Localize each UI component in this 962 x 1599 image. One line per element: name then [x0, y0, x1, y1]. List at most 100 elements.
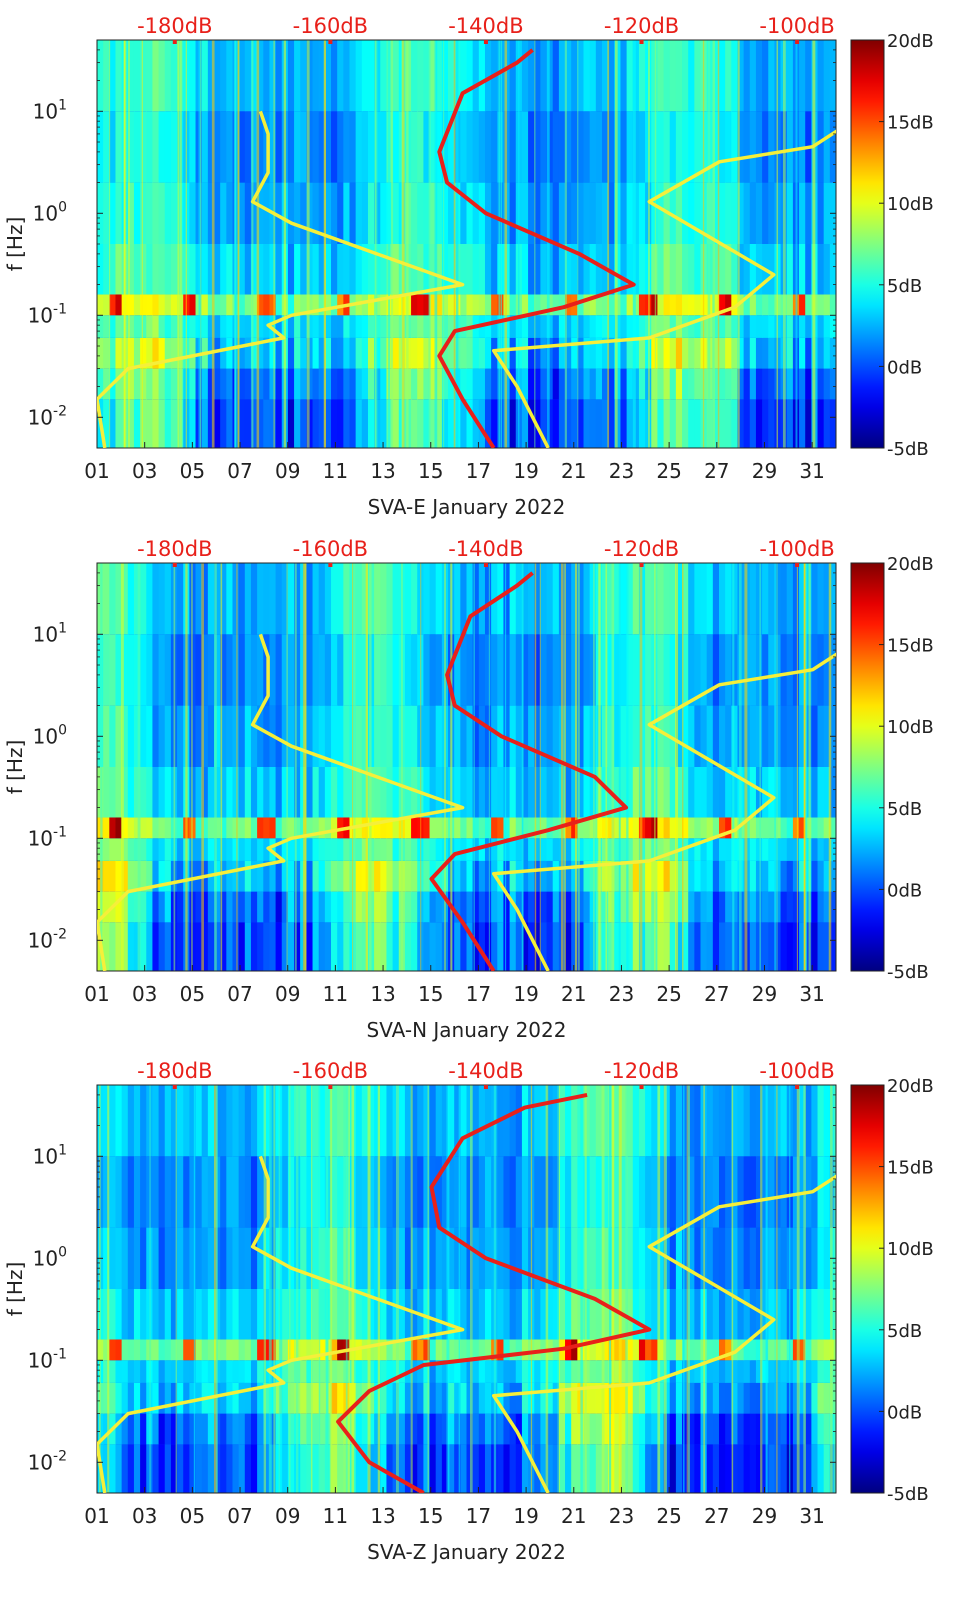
heatmap-cell — [294, 315, 301, 338]
heatmap-cell — [608, 634, 615, 706]
heatmap-cell — [423, 294, 431, 316]
heatmap-cell — [312, 563, 320, 635]
heatmap-cell — [324, 563, 332, 635]
heatmap-cell — [244, 1382, 252, 1414]
heatmap-cell — [300, 1156, 307, 1228]
heatmap-cell — [318, 1289, 326, 1340]
heatmap-cell — [608, 1156, 615, 1228]
heatmap-cell — [404, 767, 412, 818]
heatmap-cell — [244, 1413, 252, 1445]
heatmap-cell — [423, 399, 431, 448]
heatmap-cell — [638, 368, 646, 400]
heatmap-cell — [361, 294, 369, 316]
heatmap-cell — [521, 563, 529, 635]
heatmap-cell — [632, 1289, 640, 1340]
heatmap-cell — [189, 1289, 197, 1340]
heatmap-cell — [651, 368, 659, 400]
heatmap-cell — [688, 294, 695, 316]
heatmap-cell — [620, 399, 628, 448]
heatmap-cell — [133, 1289, 141, 1340]
heatmap-streak — [521, 563, 524, 971]
heatmap-cell — [103, 1339, 110, 1361]
heatmap-cell — [115, 1360, 123, 1383]
heatmap-streak — [402, 40, 405, 448]
heatmap-cell — [503, 1444, 511, 1493]
heatmap-cell — [638, 294, 646, 316]
heatmap-cell — [417, 1382, 424, 1414]
heatmap-cell — [565, 1085, 572, 1157]
heatmap-cell — [441, 399, 449, 448]
heatmap-cell — [257, 315, 264, 338]
heatmap-cell — [805, 315, 812, 338]
heatmap-cell — [509, 1156, 517, 1228]
heatmap-cell — [774, 891, 782, 923]
heatmap-cell — [423, 838, 431, 861]
heatmap-cell — [534, 891, 541, 923]
heatmap-cell — [755, 563, 763, 635]
heatmap-cell — [749, 1156, 757, 1228]
heatmap-cell — [583, 922, 591, 971]
heatmap-cell — [435, 922, 443, 971]
heatmap-cell — [583, 315, 591, 338]
heatmap-cell — [546, 767, 554, 818]
colorbar-tick-label: 0dB — [887, 1402, 922, 1423]
heatmap-cell — [201, 1156, 209, 1228]
heatmap-cell — [300, 182, 307, 244]
heatmap-cell — [466, 399, 474, 448]
heatmap-cell — [571, 838, 578, 861]
heatmap-cell — [663, 40, 671, 112]
heatmap-cell — [657, 922, 665, 971]
heatmap-cell — [749, 399, 757, 448]
heatmap-cell — [565, 399, 572, 448]
heatmap-cell — [731, 1413, 739, 1445]
heatmap-cell — [324, 244, 332, 295]
heatmap-cell — [250, 634, 258, 706]
heatmap-cell — [294, 817, 301, 839]
heatmap-cell — [275, 182, 283, 244]
heatmap-cell — [417, 182, 424, 244]
heatmap-cell — [657, 563, 665, 635]
heatmap-cell — [275, 705, 283, 767]
x-tick-label: 05 — [180, 982, 205, 1006]
heatmap-cell — [140, 817, 147, 839]
heatmap-streak — [601, 1085, 605, 1493]
heatmap-cell — [632, 1339, 640, 1361]
heatmap-cell — [546, 40, 554, 112]
heatmap-cell — [755, 337, 763, 369]
heatmap-cell — [269, 860, 277, 892]
x-tick-label: 25 — [656, 982, 681, 1006]
heatmap-cell — [250, 244, 258, 295]
heatmap-cell — [318, 767, 326, 818]
heatmap-cell — [712, 294, 720, 316]
heatmap-cell — [404, 1382, 412, 1414]
heatmap-cell — [583, 817, 591, 839]
heatmap-cell — [158, 315, 166, 338]
colorbar — [850, 39, 885, 449]
heatmap-cell — [823, 705, 831, 767]
heatmap-cell — [484, 40, 492, 112]
heatmap-cell — [269, 1156, 277, 1228]
heatmap-cell — [675, 1156, 683, 1228]
heatmap-cell — [164, 891, 172, 923]
heatmap-cell — [608, 244, 615, 295]
heatmap-cell — [152, 294, 160, 316]
heatmap-cell — [786, 860, 794, 892]
heatmap-cell — [417, 1227, 424, 1289]
heatmap-cell — [743, 1444, 751, 1493]
x-tick-label: 21 — [561, 982, 586, 1006]
heatmap-cell — [214, 368, 221, 400]
heatmap-cell — [195, 922, 203, 971]
heatmap-cell — [207, 244, 215, 295]
heatmap-cell — [645, 860, 652, 892]
heatmap-cell — [731, 1360, 739, 1383]
heatmap-cell — [823, 1289, 831, 1340]
heatmap-cell — [337, 860, 344, 892]
heatmap-cell — [589, 1360, 597, 1383]
heatmap-cell — [109, 1382, 117, 1414]
heatmap-cell — [398, 1227, 406, 1289]
heatmap-streak — [584, 1085, 587, 1493]
heatmap-streak — [577, 563, 580, 971]
heatmap-cell — [743, 244, 751, 295]
heatmap-cell — [355, 767, 363, 818]
heatmap-cell — [244, 40, 252, 112]
